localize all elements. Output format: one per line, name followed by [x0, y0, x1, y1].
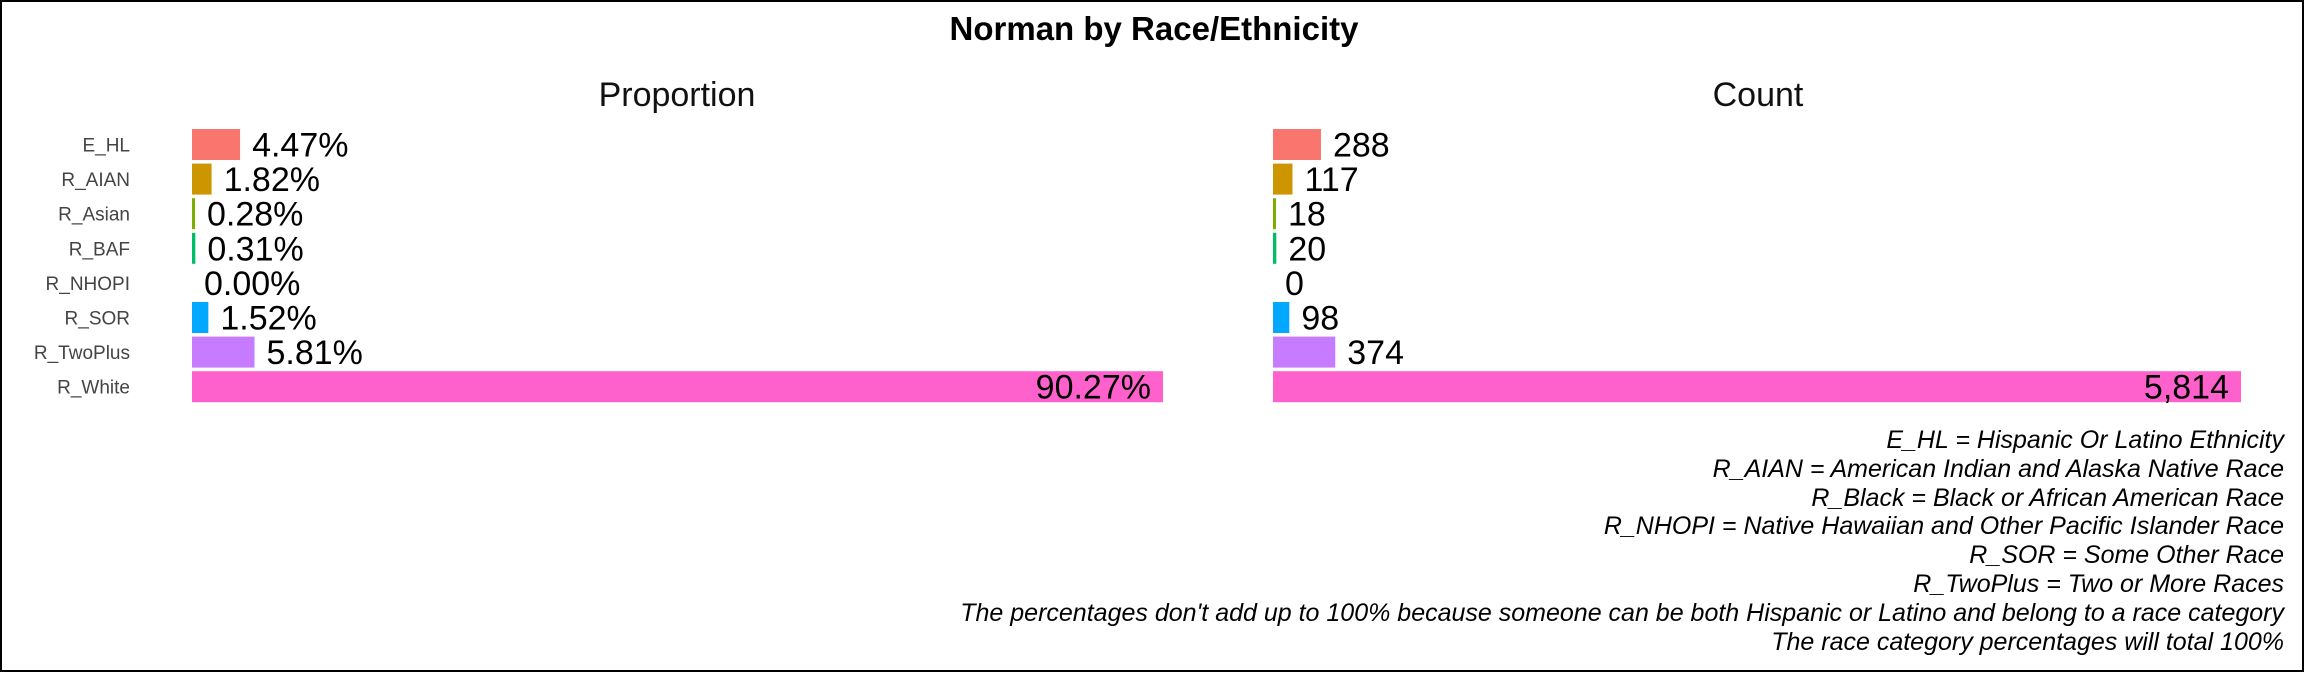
panel-title-proportion: Proportion: [598, 76, 756, 114]
category-label: R_White: [57, 378, 130, 399]
panel-title-count: Count: [1712, 76, 1804, 114]
data-label: 288: [1333, 127, 1390, 165]
bar: [192, 163, 212, 195]
bar: [1273, 163, 1293, 195]
data-label: 18: [1288, 196, 1326, 234]
data-label: 1.52%: [220, 300, 316, 338]
data-label: 0.00%: [204, 265, 300, 303]
data-label: 20: [1288, 230, 1326, 268]
data-label: 90.27%: [1036, 369, 1151, 407]
data-label: 98: [1301, 300, 1339, 338]
note-line: R_Black = Black or African American Race: [1811, 483, 2284, 512]
legend-notes: E_HL = Hispanic Or Latino Ethnicity R_AI…: [960, 426, 2284, 656]
bar: [192, 302, 209, 333]
bar: [1273, 302, 1290, 333]
bar: [1273, 232, 1277, 264]
bar: [192, 371, 1163, 403]
note-line: R_NHOPI = Native Hawaiian and Other Paci…: [1603, 512, 2284, 541]
bar: [1273, 371, 2241, 403]
category-label: R_NHOPI: [46, 274, 130, 295]
note-line: The percentages don't add up to 100% bec…: [960, 598, 2284, 627]
data-label: 0: [1285, 265, 1304, 303]
data-label: 117: [1304, 161, 1358, 199]
note-line: R_TwoPlus = Two or More Races: [1913, 569, 2284, 598]
bar: [192, 232, 196, 264]
data-label: 374: [1347, 334, 1404, 372]
bar: [192, 336, 255, 368]
data-label: 4.47%: [252, 127, 348, 165]
bar: [192, 129, 241, 160]
category-label: R_SOR: [65, 309, 130, 330]
category-label: R_Asian: [58, 205, 130, 226]
note-line: E_HL = Hispanic Or Latino Ethnicity: [1886, 426, 2284, 454]
data-label: 5.81%: [266, 334, 362, 372]
note-line: The race category percentages will total…: [1771, 627, 2284, 656]
category-label: R_TwoPlus: [34, 343, 130, 364]
data-label: 1.82%: [224, 161, 320, 199]
data-label: 5,814: [2144, 369, 2229, 407]
bar: [1273, 336, 1336, 368]
note-line: R_SOR = Some Other Race: [1969, 541, 2284, 570]
data-label: 0.31%: [207, 230, 303, 268]
bar: [1273, 198, 1276, 230]
category-label: E_HL: [82, 136, 130, 157]
bar: [1273, 129, 1321, 160]
data-label: 0.28%: [207, 196, 303, 234]
category-label: R_AIAN: [61, 170, 130, 191]
chart-title: Norman by Race/Ethnicity: [949, 10, 1359, 47]
bar: [192, 198, 196, 230]
note-line: R_AIAN = American Indian and Alaska Nati…: [1712, 454, 2284, 483]
category-label: R_BAF: [69, 239, 130, 260]
